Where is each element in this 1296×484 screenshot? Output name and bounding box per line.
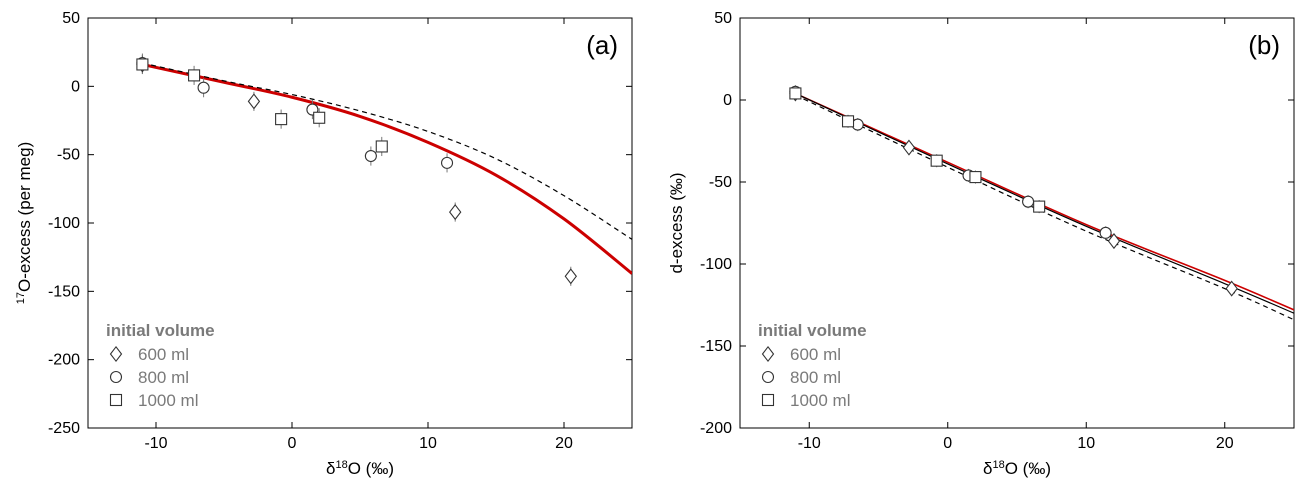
legend-title: initial volume [106, 321, 215, 340]
y-tick-label: -200 [700, 420, 732, 437]
data-point-square [789, 87, 802, 100]
y-axis-label: d-excess (‰) [667, 172, 686, 273]
data-point-square [275, 113, 288, 126]
panel-label: (a) [586, 30, 618, 60]
legend-marker-square [761, 393, 775, 407]
data-point-square [375, 140, 388, 153]
x-tick-label: 20 [1216, 435, 1234, 452]
data-point-square [188, 69, 201, 82]
legend-entry-label: 1000 ml [138, 391, 198, 410]
legend-marker-circle [761, 370, 775, 384]
data-point-square [136, 58, 149, 71]
legend-entry-label: 800 ml [790, 368, 841, 387]
x-tick-label: 10 [1077, 435, 1095, 452]
model-curve-0 [142, 63, 632, 275]
legend-marker-diamond [109, 345, 123, 363]
legend-entry-label: 600 ml [138, 345, 189, 364]
x-axis-label: δ18O (‰) [326, 459, 394, 478]
x-tick-label: 0 [943, 435, 952, 452]
legend-marker-square [109, 393, 123, 407]
legend-marker-diamond [761, 345, 775, 363]
data-point-diamond [449, 204, 462, 221]
legend-title: initial volume [758, 321, 867, 340]
x-tick-label: -10 [144, 435, 167, 452]
x-tick-label: 0 [288, 435, 297, 452]
data-point-square [841, 115, 855, 128]
data-point-diamond [247, 93, 261, 110]
data-point-square [930, 154, 943, 167]
panel-label: (b) [1248, 30, 1280, 60]
data-point-circle [440, 156, 454, 169]
y-tick-label: -200 [48, 352, 80, 369]
dashed-curve-1 [142, 62, 632, 240]
y-axis-label: 17O-excess (per meg) [15, 142, 34, 304]
data-point-diamond [1107, 232, 1121, 250]
data-point-square [1033, 200, 1046, 213]
data-point-circle [197, 81, 210, 94]
y-tick-label: -150 [700, 338, 732, 355]
y-tick-label: -100 [48, 215, 80, 232]
y-tick-label: -50 [57, 147, 80, 164]
y-tick-label: 50 [714, 10, 732, 27]
legend-entry-label: 600 ml [790, 345, 841, 364]
x-tick-label: 10 [419, 435, 437, 452]
y-tick-label: -100 [700, 256, 732, 273]
data-point-diamond [1225, 280, 1238, 297]
data-point-diamond [902, 139, 916, 156]
x-axis-label: δ18O (‰) [983, 459, 1051, 478]
data-point-circle [364, 149, 377, 163]
data-point-circle [1099, 226, 1112, 239]
legend-entry-label: 1000 ml [790, 391, 850, 410]
y-tick-label: -50 [709, 174, 732, 191]
x-tick-label: -10 [798, 435, 821, 452]
y-tick-label: 0 [723, 92, 732, 109]
legend-entry-label: 800 ml [138, 368, 189, 387]
y-tick-label: -150 [48, 283, 80, 300]
y-tick-label: 50 [62, 10, 80, 27]
legend-marker-circle [109, 370, 123, 384]
plot-frame [87, 17, 633, 429]
curves [142, 62, 632, 275]
y-tick-label: -250 [48, 420, 80, 437]
plot-frame [739, 17, 1295, 429]
data-point-square [969, 171, 982, 184]
x-tick-label: 20 [555, 435, 573, 452]
data-point-diamond [564, 268, 577, 285]
y-tick-label: 0 [71, 78, 80, 95]
data-point-square [313, 111, 326, 124]
data-point-circle [1022, 195, 1035, 208]
